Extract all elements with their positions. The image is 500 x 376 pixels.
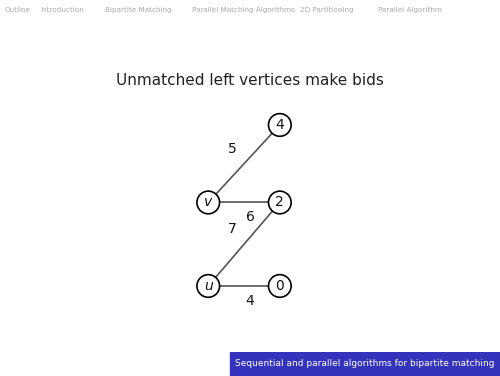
- Text: Introduction: Introduction: [40, 8, 84, 13]
- Text: 2: 2: [276, 196, 284, 209]
- Text: Weighted Biparti: Weighted Biparti: [455, 8, 500, 13]
- Circle shape: [268, 114, 291, 136]
- Text: 6: 6: [246, 211, 254, 224]
- Text: 2D Partitioning: 2D Partitioning: [300, 8, 354, 13]
- Text: Bipartite Matching: Bipartite Matching: [105, 8, 172, 13]
- Bar: [230, 352, 500, 376]
- Text: Parallel Algorithm: Parallel Algorithm: [378, 8, 442, 13]
- Text: 5: 5: [228, 142, 236, 156]
- Text: v: v: [204, 196, 212, 209]
- Text: 4: 4: [276, 118, 284, 132]
- Circle shape: [197, 191, 220, 214]
- Text: Parallel Matching Algorithms: Parallel Matching Algorithms: [192, 8, 296, 13]
- Circle shape: [268, 274, 291, 297]
- Circle shape: [197, 274, 220, 297]
- Text: Johannes Langguth: Johannes Langguth: [72, 359, 158, 368]
- Text: 0: 0: [276, 279, 284, 293]
- Text: 4: 4: [246, 294, 254, 308]
- Text: Outline: Outline: [5, 8, 31, 13]
- Text: Auction Algorithms: Auction Algorithms: [9, 34, 173, 49]
- Circle shape: [268, 191, 291, 214]
- Text: Sequential and parallel algorithms for bipartite matching: Sequential and parallel algorithms for b…: [236, 359, 495, 368]
- Text: Unmatched left vertices make bids: Unmatched left vertices make bids: [116, 73, 384, 88]
- Text: 7: 7: [228, 222, 236, 236]
- Text: u: u: [204, 279, 212, 293]
